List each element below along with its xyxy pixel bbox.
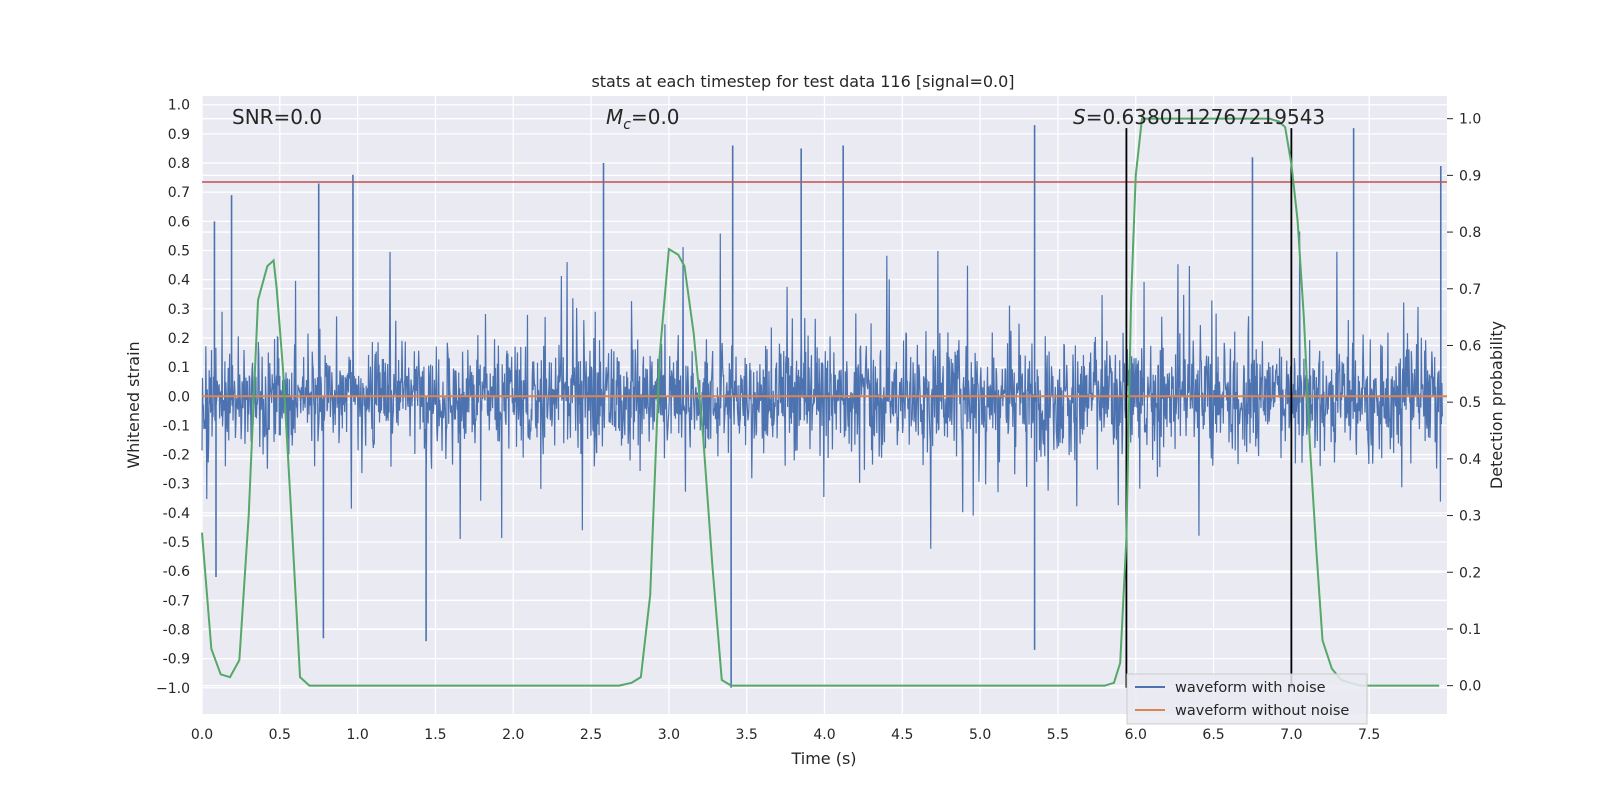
x-tick-label: 7.0	[1280, 727, 1302, 743]
y-tick-label: 0.0	[168, 389, 190, 405]
y-tick-label: 0.5	[168, 244, 190, 260]
x-tick-label: 3.5	[736, 727, 758, 743]
x-tick-label: 5.5	[1047, 727, 1069, 743]
y2-tick-label: 0.5	[1459, 395, 1481, 411]
detection-window-lines	[1125, 128, 1293, 688]
y-tick-label: 0.8	[168, 156, 190, 172]
y2-tick-label: 1.0	[1459, 112, 1481, 128]
y-tick-label: 0.6	[168, 214, 190, 230]
x-tick-label: 2.5	[580, 727, 602, 743]
y-tick-label: -0.8	[163, 622, 190, 638]
x-tick-label: 4.5	[891, 727, 913, 743]
y-tick-label: 1.0	[168, 98, 190, 114]
y2-tick-label: 0.9	[1459, 168, 1481, 184]
x-tick-labels: 0.0 0.5 1.0 1.5 2.0 2.5 3.0 3.5 4.0 4.5 5.0 5.5 6.0 6…	[191, 727, 1380, 743]
series-detection-probability	[201, 117, 1440, 687]
y-tick-label: 0.7	[168, 185, 190, 201]
score-symbol: S	[1073, 105, 1086, 129]
x-tick-label: 3.0	[658, 727, 680, 743]
series-waveform-with-noise	[201, 231, 1443, 549]
y-tick-labels: 1.0 0.9 0.8 0.7 0.6 0.5 0.4 0.3 0.2 0.1 0.0 -0.1 -0.…	[156, 98, 190, 697]
chart-title: stats at each timestep for test data 116…	[591, 72, 1014, 91]
y2-tick-label: 0.0	[1459, 679, 1481, 695]
y2-tick-label: 0.2	[1459, 565, 1481, 581]
y2-tick-label: 0.8	[1459, 225, 1481, 241]
y-tick-label: −1.0	[156, 681, 190, 697]
y-tick-label: 0.9	[168, 127, 190, 143]
y-tick-label: 0.3	[168, 302, 190, 318]
legend-label-noise: waveform with noise	[1175, 680, 1326, 696]
y2-tick-label: 0.4	[1459, 452, 1481, 468]
chirp-mass-symbol: M	[606, 105, 623, 129]
x-tick-label: 1.0	[346, 727, 368, 743]
x-tick-label: 6.5	[1202, 727, 1224, 743]
y-tick-label: -0.2	[163, 448, 190, 464]
chirp-mass-value: =0.0	[631, 105, 680, 129]
y2-axis-label: Detection probability	[1487, 321, 1506, 489]
chirp-mass-annotation: Mc=0.0	[606, 105, 680, 133]
y2-tick-label: 0.6	[1459, 338, 1481, 354]
y-tick-label: -0.9	[163, 652, 190, 668]
snr-annotation: SNR=0.0	[232, 105, 322, 129]
y-tick-label: -0.5	[163, 535, 190, 551]
x-tick-label: 6.0	[1125, 727, 1147, 743]
legend: waveform with noise waveform without noi…	[1126, 673, 1368, 725]
x-tick-label: 2.0	[502, 727, 524, 743]
y-tick-label: 0.2	[168, 331, 190, 347]
x-tick-label: 4.0	[813, 727, 835, 743]
y-tick-label: -0.6	[163, 564, 190, 580]
y2-tick-label: 0.7	[1459, 282, 1481, 298]
score-annotation: S=0.6380112767219543	[1073, 105, 1325, 129]
y2-tick-label: 0.1	[1459, 622, 1481, 638]
y-tick-label: 0.1	[168, 360, 190, 376]
x-tick-label: 1.5	[424, 727, 446, 743]
y2-tick-label: 0.3	[1459, 509, 1481, 525]
x-tick-label: 7.5	[1358, 727, 1380, 743]
y-tick-label: -0.1	[163, 418, 190, 434]
x-axis-label: Time (s)	[790, 749, 856, 768]
y-tick-label: -0.3	[163, 477, 190, 493]
chirp-mass-subscript: c	[623, 117, 631, 133]
y-tick-label: 0.4	[168, 273, 190, 289]
x-tick-label: 0.0	[191, 727, 213, 743]
score-value: =0.6380112767219543	[1086, 105, 1325, 129]
y2-tick-labels: 0.0 0.1 0.2 0.3 0.4 0.5 0.6 0.7 0.8 0.9 1.0	[1447, 112, 1481, 695]
y-tick-label: -0.4	[163, 506, 190, 522]
noise-spikes	[213, 125, 1442, 688]
y-axis-label: Whitened strain	[124, 341, 143, 468]
y-tick-label: -0.7	[163, 593, 190, 609]
legend-label-clean: waveform without noise	[1175, 703, 1349, 719]
legend-box	[1126, 673, 1368, 725]
x-tick-label: 0.5	[269, 727, 291, 743]
x-tick-label: 5.0	[969, 727, 991, 743]
